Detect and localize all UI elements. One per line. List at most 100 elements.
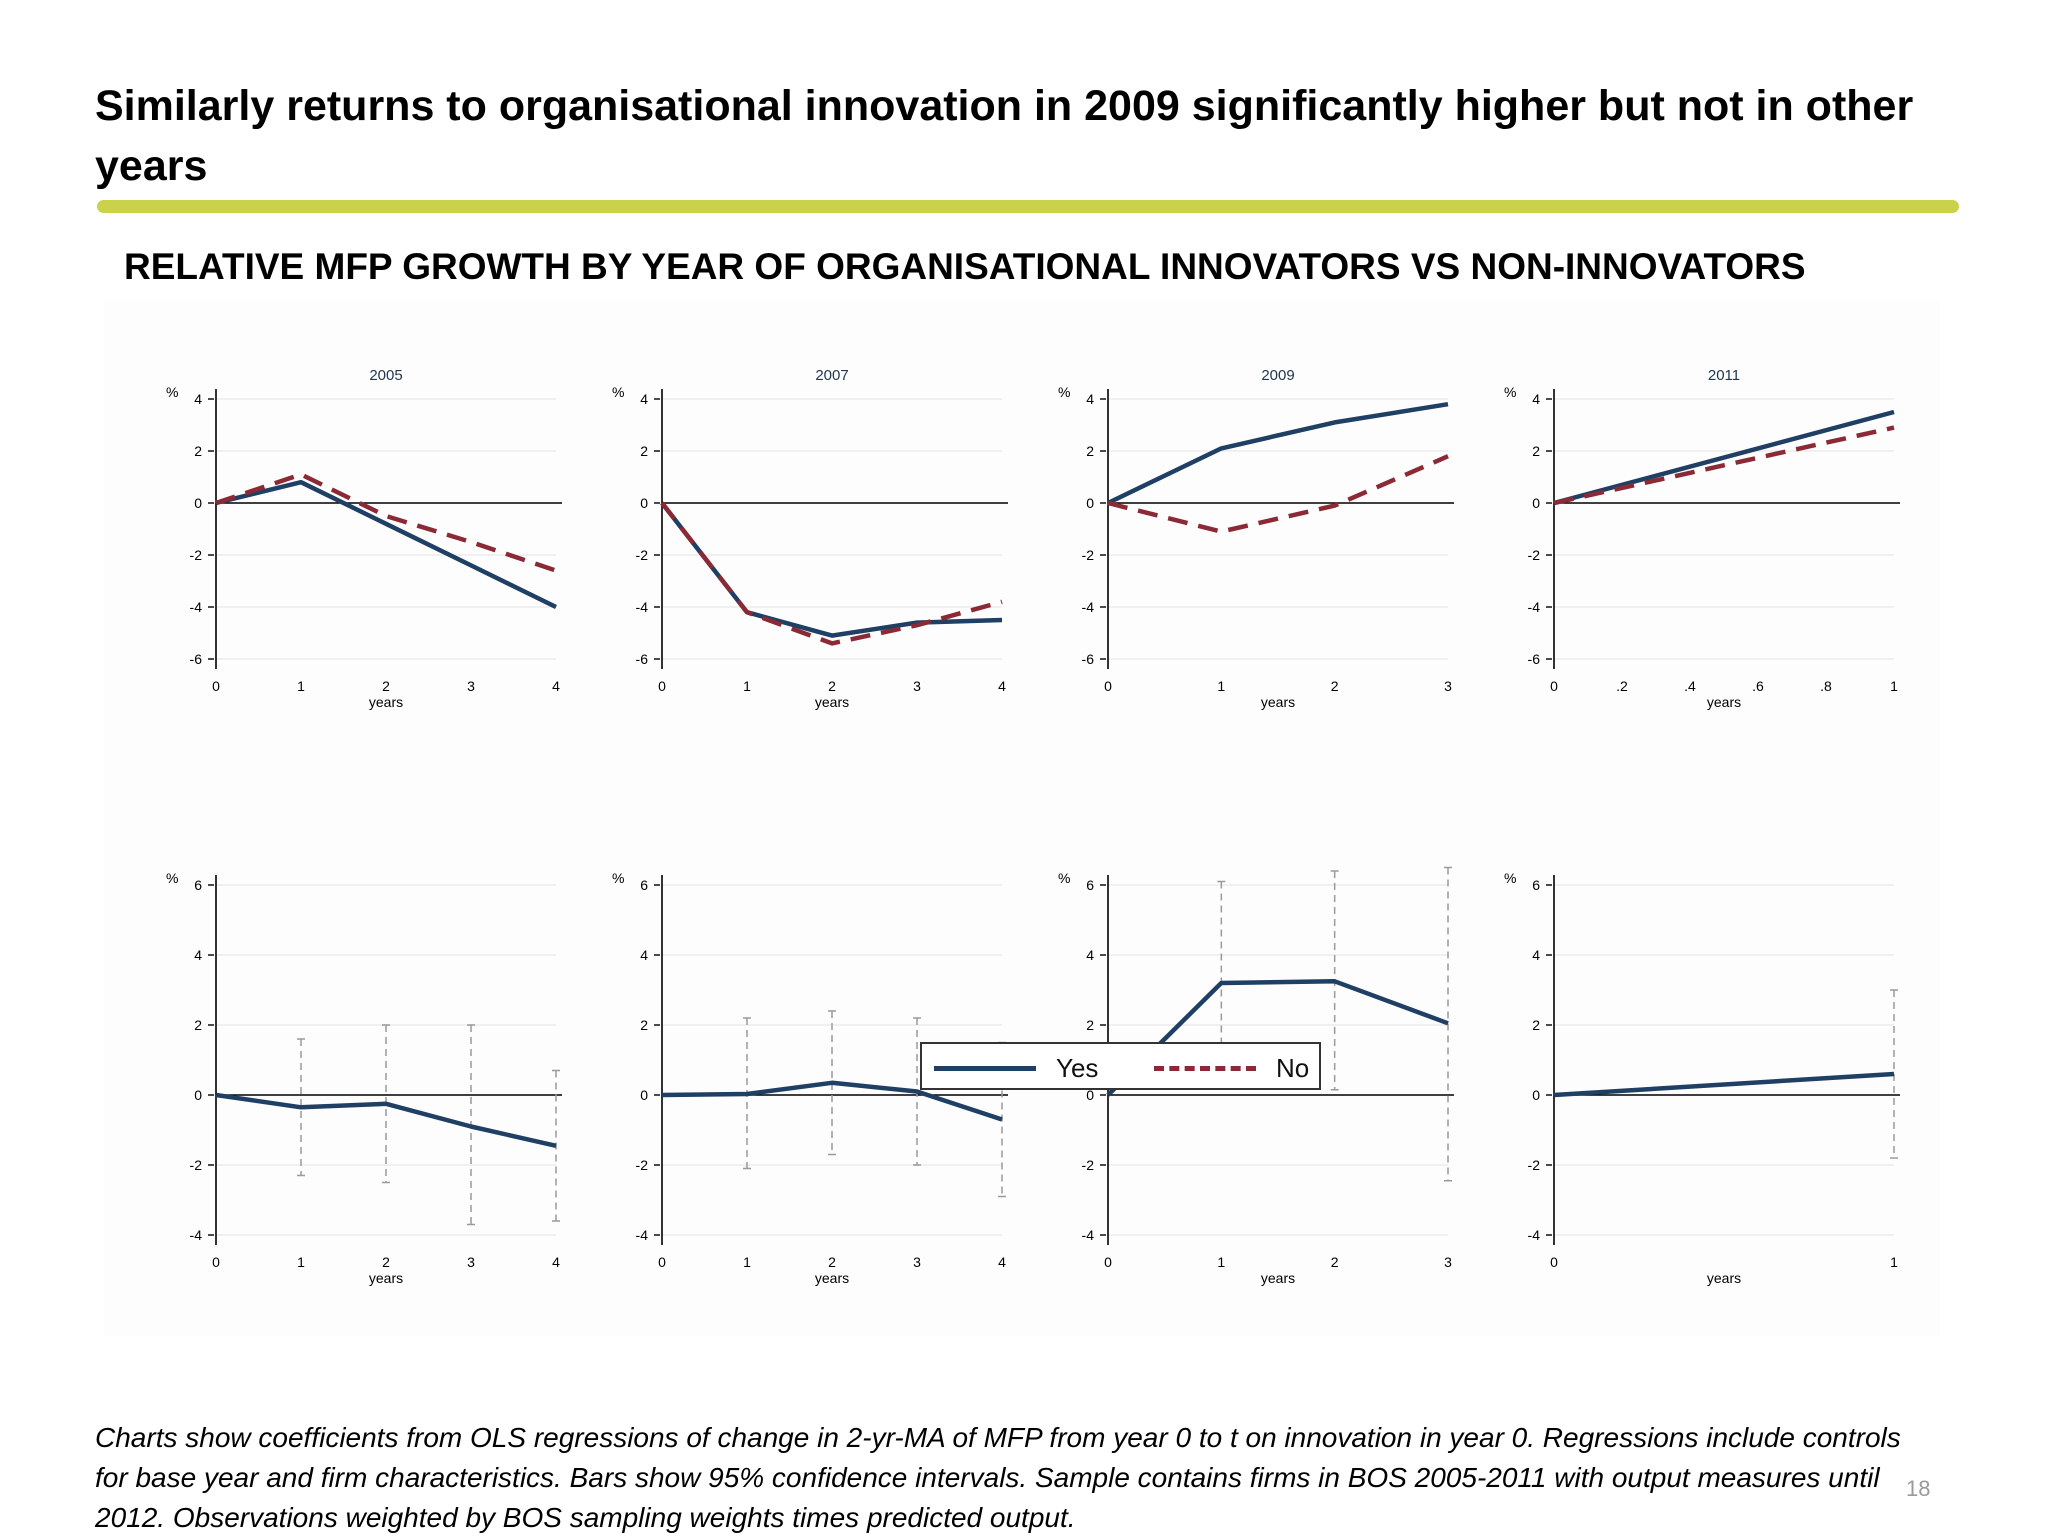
y-tick-label: 2 (194, 443, 202, 459)
legend-label-yes: Yes (1056, 1052, 1099, 1083)
series-line-yes (1553, 409, 1895, 506)
x-tick-label: 2 (1331, 678, 1339, 694)
legend-label-no: No (1276, 1052, 1310, 1083)
panel-1: 4 2 0 -2 -4 -6% 0 1 2 3 4 years 2005 (166, 367, 562, 710)
x-tick-label: 1 (297, 678, 305, 694)
x-tick-label: 0 (658, 1254, 666, 1270)
y-tick-label: 4 (640, 391, 648, 407)
y-tick-label: 6 (1086, 877, 1094, 893)
y-tick-label: 4 (194, 391, 202, 407)
series-line-no (1553, 425, 1895, 506)
y-tick-label: 6 (640, 877, 648, 893)
x-tick-label: 2 (382, 678, 390, 694)
x-tick-label: 0 (1550, 678, 1558, 694)
series-line-yes (1106, 979, 1449, 1097)
x-tick-label: 1 (1217, 678, 1225, 694)
y-tick-label: 0 (1532, 1087, 1540, 1103)
panel-title: 2007 (815, 367, 848, 384)
y-tick-label: -2 (1528, 547, 1541, 563)
y-tick-label: -4 (636, 1227, 649, 1243)
panel-5: 6 4 2 0 -2 -4% 0 1 2 3 4 years (166, 870, 562, 1286)
x-axis-label: years (369, 1270, 403, 1286)
series-line-yes (661, 1080, 1003, 1122)
x-tick-label: .8 (1820, 678, 1832, 694)
footnote: Charts show coefficients from OLS regres… (95, 1422, 1901, 1533)
x-tick-label: 2 (828, 1254, 836, 1270)
x-tick-label: 3 (467, 678, 475, 694)
y-tick-label: 4 (1086, 947, 1094, 963)
y-tick-label: 4 (1532, 947, 1540, 963)
y-tick-label: 4 (1532, 391, 1540, 407)
y-tick-label: -2 (190, 547, 203, 563)
y-tick-label: 4 (1086, 391, 1094, 407)
series-line-yes (215, 479, 557, 610)
y-tick-label: 0 (194, 1087, 202, 1103)
panel-4: 4 2 0 -2 -4 -6% 0 .2 .4 .6 .8 1 years 2011 (1504, 367, 1900, 710)
x-tick-label: 1 (743, 1254, 751, 1270)
x-tick-label: 1 (1217, 1254, 1225, 1270)
x-tick-label: 1 (743, 678, 751, 694)
series-line-no (1107, 454, 1449, 534)
panel-title: 2009 (1261, 367, 1294, 384)
y-tick-label: -4 (1528, 1227, 1541, 1243)
slide-title: Similarly returns to organisational inno… (95, 82, 1914, 190)
y-tick-label: -6 (636, 651, 649, 667)
panel-6: 6 4 2 0 -2 -4% 0 1 2 3 4 years (612, 870, 1008, 1286)
x-axis-label: years (1261, 694, 1295, 710)
x-axis-label: years (815, 1270, 849, 1286)
x-axis-label: years (369, 694, 403, 710)
y-axis-label: % (612, 870, 624, 886)
y-tick-label: -4 (190, 599, 203, 615)
x-axis-label: years (1707, 694, 1741, 710)
y-axis-label: % (1058, 384, 1070, 400)
charts-canvas: 4 2 0 -2 -4 -6% 0 1 2 3 4 years 2005 4 2 0 -2 -4 -6% 0 1 2 3 4 y… (166, 367, 1900, 1286)
y-tick-label: -4 (190, 1227, 203, 1243)
series-line-no (660, 501, 1003, 646)
x-tick-label: 3 (467, 1254, 475, 1270)
y-tick-label: 6 (1532, 877, 1540, 893)
series-line-yes (660, 501, 1003, 638)
y-tick-label: 2 (194, 1017, 202, 1033)
y-tick-label: -2 (1082, 1157, 1095, 1173)
y-axis-label: % (166, 384, 178, 400)
y-tick-label: 2 (640, 443, 648, 459)
y-tick-label: 2 (1532, 443, 1540, 459)
x-axis-label: years (815, 694, 849, 710)
y-tick-label: 0 (1086, 495, 1094, 511)
legend-item-no: No (1154, 1050, 1309, 1086)
x-tick-label: 4 (552, 678, 560, 694)
x-tick-label: .6 (1752, 678, 1764, 694)
series-line-yes (1107, 401, 1449, 506)
x-tick-label: 0 (1550, 1254, 1558, 1270)
x-tick-label: 0 (1104, 1254, 1112, 1270)
y-tick-label: -4 (1082, 599, 1095, 615)
x-tick-label: 3 (1444, 1254, 1452, 1270)
x-tick-label: 3 (913, 678, 921, 694)
x-axis-label: years (1261, 1270, 1295, 1286)
y-tick-label: 0 (640, 495, 648, 511)
x-tick-label: .4 (1684, 678, 1696, 694)
x-tick-label: 1 (1890, 678, 1898, 694)
chart-subtitle: RELATIVE MFP GROWTH BY YEAR OF ORGANISAT… (124, 246, 1806, 287)
y-tick-label: -2 (190, 1157, 203, 1173)
y-axis-label: % (1504, 870, 1516, 886)
y-tick-label: 0 (640, 1087, 648, 1103)
legend-swatch-yes (934, 1065, 1036, 1071)
y-axis-label: % (612, 384, 624, 400)
y-axis-label: % (1504, 384, 1516, 400)
x-tick-label: 4 (998, 1254, 1006, 1270)
x-tick-label: 0 (1104, 678, 1112, 694)
y-axis-label: % (166, 870, 178, 886)
title-underline-bar (97, 200, 1959, 213)
x-tick-label: 2 (382, 1254, 390, 1270)
x-tick-label: 2 (828, 678, 836, 694)
y-tick-label: -2 (636, 1157, 649, 1173)
x-tick-label: 0 (212, 1254, 220, 1270)
series-line-yes (1553, 1071, 1895, 1098)
y-tick-label: 2 (1086, 1017, 1094, 1033)
y-tick-label: -6 (1528, 651, 1541, 667)
x-tick-label: 3 (1444, 678, 1452, 694)
x-tick-label: 1 (297, 1254, 305, 1270)
y-tick-label: -4 (636, 599, 649, 615)
y-tick-label: 2 (640, 1017, 648, 1033)
